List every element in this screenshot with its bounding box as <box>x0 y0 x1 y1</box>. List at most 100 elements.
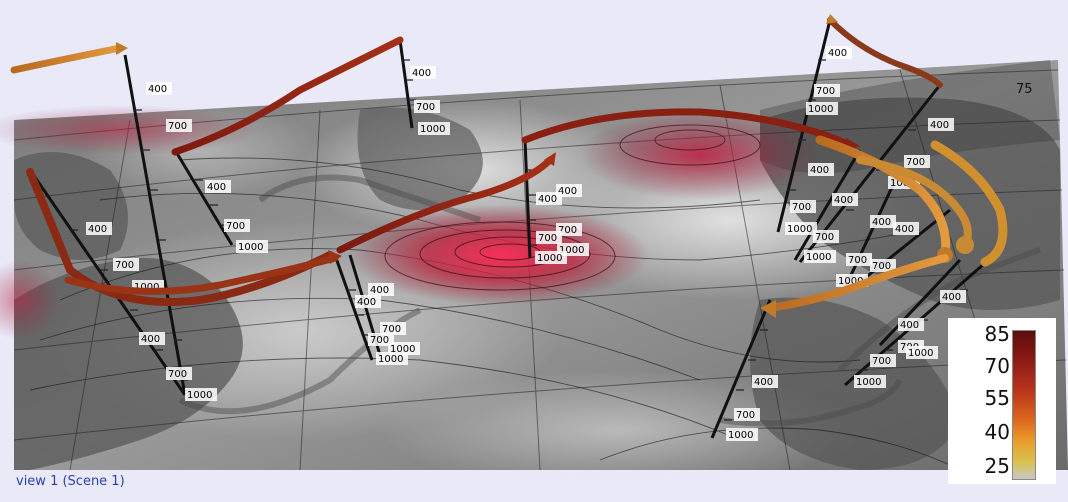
label-1000-g: 1000 <box>535 251 567 264</box>
label-400-n: 400 <box>870 215 896 228</box>
svg-text:400: 400 <box>810 165 829 176</box>
label-400-h: 400 <box>368 283 394 296</box>
label-400-e: 400 <box>205 180 231 193</box>
label-700-l: 700 <box>790 200 816 213</box>
label-1000-j: 1000 <box>806 102 838 115</box>
svg-text:400: 400 <box>558 186 577 197</box>
svg-text:1000: 1000 <box>378 354 403 365</box>
svg-text:400: 400 <box>538 194 557 205</box>
trajectory-7-arrowhead <box>826 14 838 24</box>
svg-text:1000: 1000 <box>390 344 415 355</box>
colorbar-tick-55: 55 <box>984 386 1010 410</box>
svg-text:1000: 1000 <box>559 245 584 256</box>
svg-text:700: 700 <box>816 86 835 97</box>
svg-text:700: 700 <box>736 410 755 421</box>
svg-text:400: 400 <box>930 120 949 131</box>
colorbar-gradient <box>1012 330 1036 480</box>
label-1000-m: 1000 <box>804 250 836 263</box>
label-400-f: 400 <box>556 184 582 197</box>
label-400-o: 400 <box>893 222 919 235</box>
svg-text:700: 700 <box>226 221 245 232</box>
svg-text:400: 400 <box>207 182 226 193</box>
trajectory-tubes <box>10 14 1008 318</box>
label-1000-h: 1000 <box>388 342 420 355</box>
svg-text:700: 700 <box>872 356 891 367</box>
label-700-i: 700 <box>368 333 394 346</box>
label-1000-b: 1000 <box>418 122 450 135</box>
svg-text:1000: 1000 <box>420 124 445 135</box>
label-700-c: 700 <box>113 258 139 271</box>
svg-text:1000: 1000 <box>806 252 831 263</box>
label-700-h: 700 <box>380 322 406 335</box>
trajectory-5-arrowhead <box>544 152 556 166</box>
label-700-j: 700 <box>814 84 840 97</box>
label-700-n: 700 <box>846 253 872 266</box>
svg-text:400: 400 <box>754 377 773 388</box>
trajectory-2 <box>171 36 404 156</box>
label-1000-p: 1000 <box>854 375 886 388</box>
label-400-k: 400 <box>928 118 954 131</box>
svg-text:400: 400 <box>828 48 847 59</box>
trajectory-9-head <box>956 236 974 254</box>
trajectory-1 <box>10 44 124 74</box>
label-700-g: 700 <box>536 231 562 244</box>
label-400-l: 400 <box>808 163 834 176</box>
svg-text:400: 400 <box>88 224 107 235</box>
colorbar-tick-25: 25 <box>984 454 1010 478</box>
svg-text:1000: 1000 <box>838 276 863 287</box>
svg-text:1000: 1000 <box>787 224 812 235</box>
svg-text:700: 700 <box>558 225 577 236</box>
svg-text:700: 700 <box>382 324 401 335</box>
trajectory-9 <box>856 156 972 249</box>
label-700-d: 700 <box>166 367 192 380</box>
trajectory-11 <box>766 254 949 312</box>
svg-text:1000: 1000 <box>856 377 881 388</box>
trajectory-1-arrowhead <box>116 42 128 55</box>
label-1000-l: 1000 <box>785 222 817 235</box>
label-700-q: 700 <box>870 354 896 367</box>
label-700-r: 700 <box>734 408 760 421</box>
colorbar-tick-70: 70 <box>984 354 1010 378</box>
svg-text:700: 700 <box>168 121 187 132</box>
svg-text:700: 700 <box>848 255 867 266</box>
svg-text:1000: 1000 <box>238 242 263 253</box>
svg-text:700: 700 <box>416 102 435 113</box>
label-400-p: 400 <box>940 290 966 303</box>
label-700-b: 700 <box>414 100 440 113</box>
label-400-g: 400 <box>536 192 562 205</box>
svg-text:700: 700 <box>168 369 187 380</box>
trajectory-10 <box>930 140 1008 267</box>
label-400-i: 400 <box>355 295 381 308</box>
trajectory-3-arrowhead <box>328 250 342 264</box>
svg-text:400: 400 <box>942 292 961 303</box>
colorbar-tick-85: 85 <box>984 322 1010 346</box>
label-400-r: 400 <box>752 375 778 388</box>
label-1000-i: 1000 <box>376 352 408 365</box>
svg-text:700: 700 <box>370 335 389 346</box>
svg-text:400: 400 <box>148 84 167 95</box>
svg-text:1000: 1000 <box>187 390 212 401</box>
svg-text:1000: 1000 <box>808 104 833 115</box>
svg-text:1000: 1000 <box>134 282 159 293</box>
trajectory-5 <box>336 156 554 254</box>
svg-text:400: 400 <box>357 297 376 308</box>
svg-text:700: 700 <box>792 202 811 213</box>
svg-text:400: 400 <box>412 68 431 79</box>
svg-text:400: 400 <box>895 224 914 235</box>
colorbar-tick-40: 40 <box>984 420 1010 444</box>
label-1000-e: 1000 <box>236 240 268 253</box>
label-700-f: 700 <box>556 223 582 236</box>
svg-text:400: 400 <box>141 334 160 345</box>
svg-text:400: 400 <box>900 320 919 331</box>
svg-text:700: 700 <box>815 232 834 243</box>
label-400-j: 400 <box>826 46 852 59</box>
svg-text:700: 700 <box>115 260 134 271</box>
view-label: view 1 (Scene 1) <box>16 474 125 489</box>
latitude-label: 75 <box>1016 82 1033 97</box>
label-400-q: 400 <box>898 318 924 331</box>
svg-text:700: 700 <box>872 261 891 272</box>
label-700-e: 700 <box>224 219 250 232</box>
label-400-b: 400 <box>410 66 436 79</box>
